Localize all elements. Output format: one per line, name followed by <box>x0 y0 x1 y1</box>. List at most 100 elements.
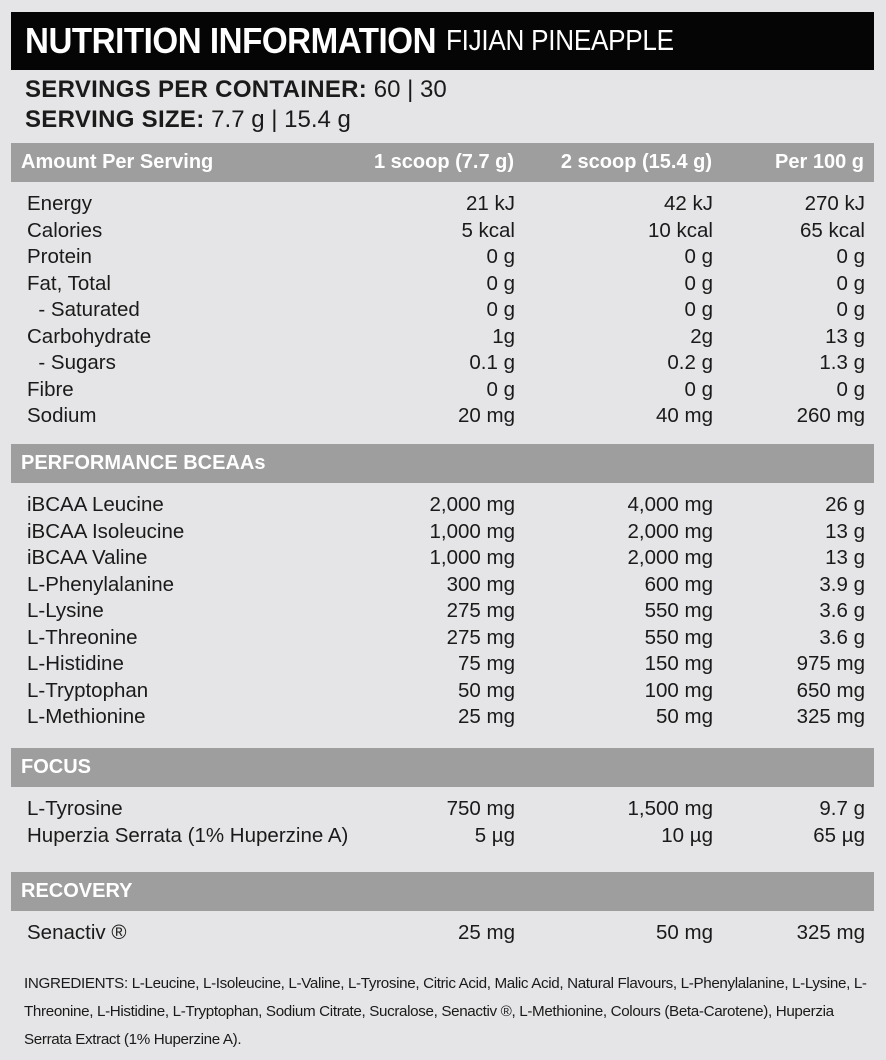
table-row: iBCAA Valine 1,000 mg 2,000 mg 13 g <box>0 545 886 571</box>
table-row: - Saturated 0 g 0 g 0 g <box>0 297 886 323</box>
nutrient-name: Fat, Total <box>27 272 111 295</box>
nutrient-value: 550 mg <box>644 599 713 622</box>
nutrient-value: 50 mg <box>458 679 515 702</box>
nutrient-name: - Saturated <box>27 298 140 321</box>
nutrient-value: 13 g <box>825 325 865 348</box>
nutrient-name: Energy <box>27 192 92 215</box>
table-row: Huperzia Serrata (1% Huperzine A) 5 µg 10 … <box>0 823 886 849</box>
nutrient-name: Huperzia Serrata (1% Huperzine A) <box>27 824 349 847</box>
nutrient-value: 750 mg <box>446 797 515 820</box>
nutrient-value: 75 mg <box>458 652 515 675</box>
nutrient-name: L-Histidine <box>27 652 124 675</box>
nutrient-value: 975 mg <box>796 652 865 675</box>
nutrient-value: 0 g <box>836 245 866 268</box>
nutrient-value: 1.3 g <box>819 351 865 374</box>
nutrient-name: - Sugars <box>27 351 116 374</box>
nutrient-value: 1,500 mg <box>627 797 713 820</box>
table-row: Protein 0 g 0 g 0 g <box>0 244 886 270</box>
nutrient-value: 2g <box>690 325 713 348</box>
nutrient-value: 1g <box>492 325 515 348</box>
nutrient-value: 13 g <box>825 520 865 543</box>
nutrient-name: L-Methionine <box>27 705 146 728</box>
serving-size-label: SERVING SIZE: <box>25 106 205 133</box>
table-row: Fat, Total 0 g 0 g 0 g <box>0 271 886 297</box>
nutrient-value: 40 mg <box>656 404 713 427</box>
nutrient-value: 50 mg <box>656 921 713 944</box>
nutrient-value: 325 mg <box>796 705 865 728</box>
servings-per-container-value: 60 | 30 <box>373 76 447 103</box>
nutrient-value: 0.1 g <box>469 351 515 374</box>
table-row: iBCAA Isoleucine 1,000 mg 2,000 mg 13 g <box>0 519 886 545</box>
nutrient-value: 10 kcal <box>648 219 713 242</box>
serving-size-value: 7.7 g | 15.4 g <box>211 106 351 133</box>
nutrient-name: L-Threonine <box>27 626 138 649</box>
nutrient-value: 650 mg <box>796 679 865 702</box>
nutrient-value: 300 mg <box>446 573 515 596</box>
nutrient-value: 0 g <box>684 272 714 295</box>
nutrient-value: 325 mg <box>796 921 865 944</box>
nutrient-value: 150 mg <box>644 652 713 675</box>
title-bar: NUTRITION INFORMATION FIJIAN PINEAPPLE <box>11 12 874 70</box>
nutrient-name: Calories <box>27 219 103 242</box>
section-title: FOCUS <box>21 756 91 778</box>
table-row: Sodium 20 mg 40 mg 260 mg <box>0 403 886 429</box>
nutrient-value: 0 g <box>684 378 714 401</box>
table-row: L-Lysine 275 mg 550 mg 3.6 g <box>0 598 886 624</box>
nutrient-value: 26 g <box>825 493 865 516</box>
table-row: Energy 21 kJ 42 kJ 270 kJ <box>0 191 886 217</box>
nutrient-value: 1,000 mg <box>429 520 515 543</box>
nutrient-value: 25 mg <box>458 921 515 944</box>
table-row: Carbohydrate 1g 2g 13 g <box>0 324 886 350</box>
nutrient-value: 1,000 mg <box>429 546 515 569</box>
serving-size: SERVING SIZE: 7.7 g | 15.4 g <box>25 106 351 134</box>
table-row: L-Phenylalanine 300 mg 600 mg 3.9 g <box>0 572 886 598</box>
table-row: Fibre 0 g 0 g 0 g <box>0 377 886 403</box>
nutrient-name: L-Phenylalanine <box>27 573 175 596</box>
table-row: L-Threonine 275 mg 550 mg 3.6 g <box>0 625 886 651</box>
nutrient-value: 0 g <box>836 298 866 321</box>
nutrient-value: 2,000 mg <box>429 493 515 516</box>
nutrient-name: iBCAA Valine <box>27 546 148 569</box>
nutrient-value: 13 g <box>825 546 865 569</box>
nutrient-value: 275 mg <box>446 599 515 622</box>
nutrient-value: 2,000 mg <box>627 546 713 569</box>
ingredients-text: L-Leucine, L-Isoleucine, L-Valine, L-Tyr… <box>24 975 867 1048</box>
column-header: 1 scoop (7.7 g) <box>373 151 514 173</box>
section-title: RECOVERY <box>21 880 133 902</box>
nutrient-value: 10 µg <box>661 824 713 847</box>
table-row: Calories 5 kcal 10 kcal 65 kcal <box>0 218 886 244</box>
nutrient-value: 275 mg <box>446 626 515 649</box>
nutrient-value: 4,000 mg <box>627 493 713 516</box>
column-header-bar: Amount Per Serving 1 scoop (7.7 g) 2 scoop… <box>11 143 874 182</box>
section-header-bar: PERFORMANCE BCEAAs <box>11 444 874 483</box>
nutrient-name: Senactiv ® <box>27 921 127 944</box>
table-row: L-Tyrosine 750 mg 1,500 mg 9.7 g <box>0 796 886 822</box>
page-title: NUTRITION INFORMATION <box>25 20 437 61</box>
nutrient-value: 5 kcal <box>461 219 515 242</box>
nutrient-value: 270 kJ <box>804 192 865 215</box>
nutrient-value: 0 g <box>684 245 714 268</box>
nutrient-value: 0 g <box>836 378 866 401</box>
section-header-bar: FOCUS <box>11 748 874 787</box>
section-header-bar: RECOVERY <box>11 872 874 911</box>
nutrient-value: 3.6 g <box>819 599 865 622</box>
nutrient-name: iBCAA Leucine <box>27 493 164 516</box>
section-title: PERFORMANCE BCEAAs <box>21 452 266 474</box>
nutrient-value: 42 kJ <box>664 192 713 215</box>
nutrient-name: L-Tryptophan <box>27 679 149 702</box>
column-header: Amount Per Serving <box>21 151 214 173</box>
nutrient-value: 3.9 g <box>819 573 865 596</box>
flavour-name: FIJIAN PINEAPPLE <box>445 24 674 57</box>
servings-per-container-label: SERVINGS PER CONTAINER: <box>25 76 368 103</box>
nutrient-value: 5 µg <box>474 824 515 847</box>
nutrient-value: 0 g <box>684 298 714 321</box>
nutrient-value: 0 g <box>836 272 866 295</box>
nutrient-value: 20 mg <box>458 404 515 427</box>
nutrient-name: Sodium <box>27 404 97 427</box>
table-row: - Sugars 0.1 g 0.2 g 1.3 g <box>0 350 886 376</box>
nutrient-value: 0.2 g <box>667 351 713 374</box>
nutrient-value: 50 mg <box>656 705 713 728</box>
ingredients-label: INGREDIENTS: <box>24 975 128 992</box>
nutrient-value: 3.6 g <box>819 626 865 649</box>
nutrient-value: 0 g <box>486 378 516 401</box>
